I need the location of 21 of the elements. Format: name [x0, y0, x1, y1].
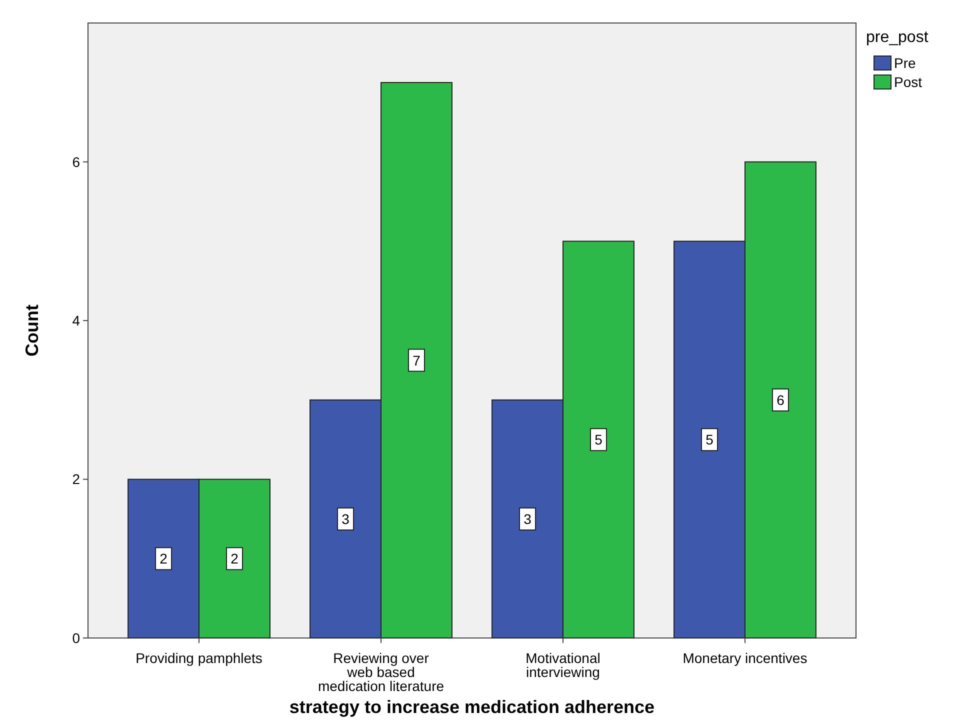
- data-label: 3: [524, 510, 532, 527]
- data-label: 5: [594, 432, 603, 448]
- legend-label: Post: [894, 74, 922, 90]
- x-tick-label: Motivational interviewing: [526, 650, 600, 680]
- data-label: 2: [230, 550, 239, 567]
- legend-label: Pre: [894, 55, 916, 71]
- x-tick-label: Providing pamphlets: [136, 650, 262, 666]
- x-tick-label: Reviewing over web based medication literature: [318, 650, 444, 694]
- y-tick-label: 2: [72, 471, 80, 488]
- x-axis-title: strategy to increase medication adherence: [289, 697, 655, 717]
- data-label: 7: [412, 352, 421, 368]
- y-tick-label: 6: [72, 154, 80, 170]
- legend-title: pre_post: [866, 29, 929, 46]
- y-axis-title: Count: [22, 304, 42, 356]
- data-label: 6: [776, 392, 785, 408]
- data-label: 5: [706, 432, 714, 448]
- y-tick-label: 4: [72, 312, 80, 328]
- data-label: 3: [342, 510, 350, 527]
- data-label: 2: [160, 550, 168, 567]
- x-tick-label: Monetary incentives: [682, 650, 808, 666]
- y-tick-label: 0: [72, 630, 80, 646]
